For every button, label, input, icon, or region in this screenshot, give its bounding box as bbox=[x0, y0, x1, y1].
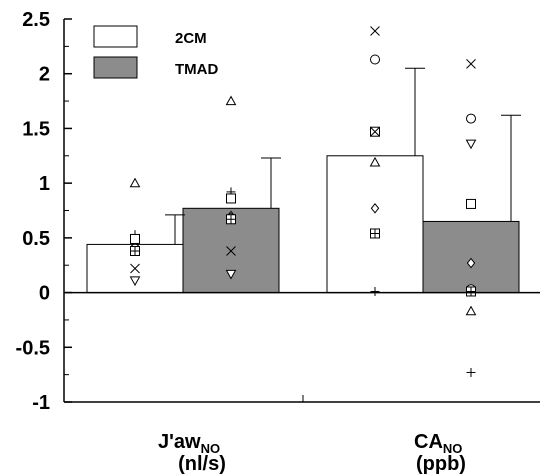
point-tmad-1-3 bbox=[466, 198, 476, 209]
bar-tmad-1 bbox=[422, 220, 520, 294]
category-label-ca-main: CA bbox=[414, 431, 443, 453]
point-tmad-0-2 bbox=[226, 193, 236, 204]
category-label-jaw-sub: NO bbox=[201, 441, 221, 456]
point-tmad-1-7 bbox=[465, 305, 477, 316]
legend: 2CM TMAD bbox=[93, 25, 218, 79]
point-tmad-1-0 bbox=[466, 59, 476, 69]
error-bar-tmad-0 bbox=[261, 157, 281, 209]
point-tmad-1-2 bbox=[465, 139, 477, 150]
legend-swatch-2cm bbox=[93, 25, 138, 48]
legend-swatch-tmad bbox=[93, 56, 138, 79]
category-label-ca-sub: NO bbox=[443, 441, 463, 456]
legend-label-2cm: 2CM bbox=[175, 30, 207, 47]
point-tmad-0-5 bbox=[226, 214, 236, 225]
y-tick-label-5: 1.5 bbox=[22, 118, 50, 140]
error-bar-tmad-1 bbox=[501, 114, 521, 222]
category-unit-ca: (ppb) bbox=[416, 453, 466, 474]
point-2cm-1-1 bbox=[370, 54, 380, 65]
bar-2cm-1 bbox=[326, 155, 424, 294]
point-2cm-1-3 bbox=[370, 126, 380, 137]
point-tmad-0-7 bbox=[225, 269, 237, 280]
legend-label-tmad: TMAD bbox=[175, 61, 218, 78]
point-tmad-1-1 bbox=[466, 113, 476, 124]
category-label-jaw-main: J'aw bbox=[158, 431, 201, 453]
category-labels: J'awNO (nl/s) CANO (ppb) bbox=[158, 431, 466, 474]
point-2cm-0-6 bbox=[129, 276, 141, 287]
point-tmad-1-8 bbox=[466, 367, 476, 377]
y-tick-label-6: 2 bbox=[39, 64, 50, 86]
point-2cm-1-4 bbox=[369, 156, 381, 167]
error-bar-2cm-1 bbox=[405, 67, 425, 156]
point-2cm-1-7 bbox=[370, 286, 380, 296]
point-2cm-0-0 bbox=[129, 177, 141, 188]
category-label-ca: CANO bbox=[414, 431, 462, 456]
error-bar-2cm-0 bbox=[165, 214, 185, 245]
point-2cm-1-6 bbox=[370, 228, 380, 239]
point-tmad-1-4 bbox=[466, 257, 476, 269]
error-bars-layer bbox=[165, 67, 521, 245]
y-tick-label-2: 0 bbox=[39, 283, 50, 305]
individual-points-layer bbox=[129, 26, 477, 377]
axes-layer: -1 -0.5 0 0.5 1 1.5 2 2.5 bbox=[16, 9, 540, 414]
category-unit-jaw: (nl/s) bbox=[178, 453, 226, 474]
point-tmad-1-6 bbox=[466, 286, 476, 297]
y-tick-label-7: 2.5 bbox=[22, 9, 50, 31]
point-tmad-0-0 bbox=[225, 95, 237, 106]
y-tick-label-1: -0.5 bbox=[16, 337, 50, 359]
point-2cm-1-5 bbox=[370, 203, 380, 214]
point-2cm-0-4 bbox=[130, 245, 140, 256]
y-tick-label-3: 0.5 bbox=[22, 228, 50, 250]
point-2cm-0-2 bbox=[130, 233, 140, 244]
point-2cm-1-0 bbox=[370, 26, 380, 36]
bars-layer bbox=[86, 155, 520, 294]
point-2cm-0-5 bbox=[130, 263, 140, 274]
y-tick-label-0: -1 bbox=[32, 392, 50, 414]
y-tick-label-4: 1 bbox=[39, 173, 50, 195]
point-tmad-0-6 bbox=[226, 246, 236, 256]
category-label-jaw: J'awNO bbox=[158, 431, 220, 456]
